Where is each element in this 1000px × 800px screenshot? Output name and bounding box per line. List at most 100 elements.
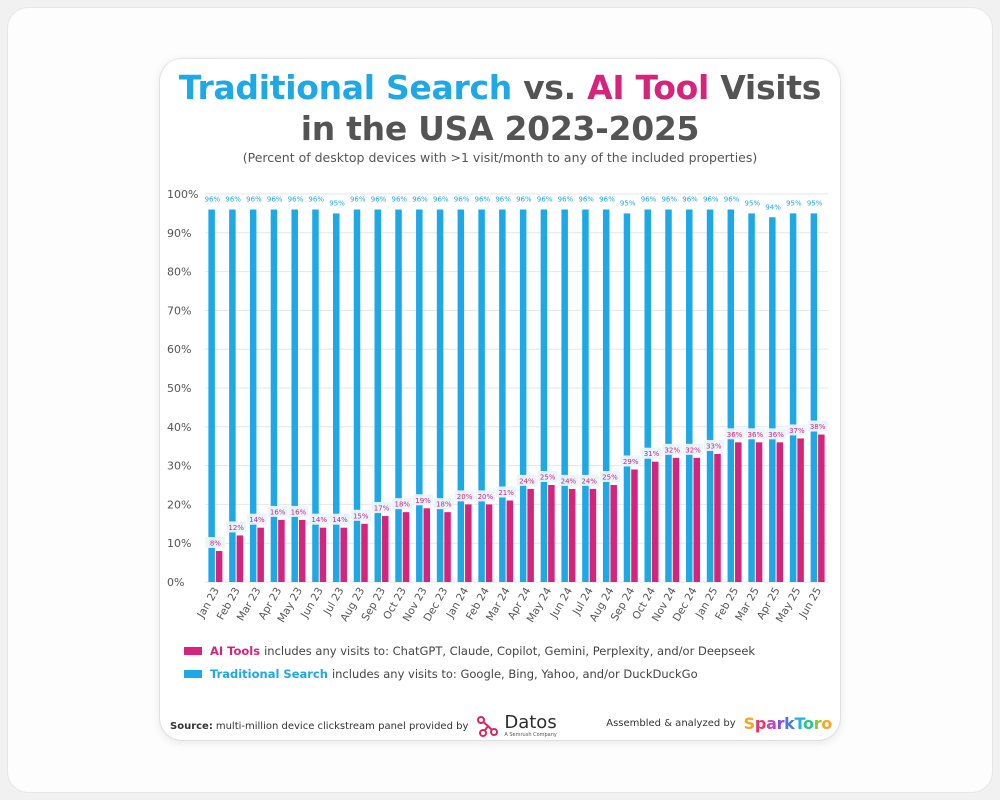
ai-data-label-box [309, 513, 330, 525]
ai-data-label-box [454, 490, 475, 502]
traditional-data-label: 96% [350, 196, 366, 204]
ai-bar [215, 550, 223, 582]
ai-bar [672, 457, 680, 582]
ai-bar [298, 519, 306, 582]
ai-data-label: 36% [768, 431, 784, 439]
ai-bar [319, 527, 327, 582]
ai-bar [714, 453, 721, 582]
ai-bar [631, 469, 638, 582]
title-line-2: in the USA 2023-2025 [300, 109, 700, 148]
ai-data-label: 16% [270, 508, 286, 516]
ai-data-label-box [288, 505, 309, 517]
ai-bar [236, 535, 244, 582]
traditional-bar [582, 209, 589, 582]
ai-data-label: 24% [561, 477, 577, 485]
ai-data-label-box [413, 494, 434, 506]
datos-logo: Datos A Semrush Company [476, 714, 557, 738]
traditional-bar [748, 213, 755, 582]
ai-bar [527, 488, 534, 582]
ai-data-label-box [558, 474, 579, 486]
ai-data-label-box [786, 424, 807, 436]
title-ai-tool: AI Tool [587, 68, 710, 107]
traditional-data-label: 95% [807, 199, 823, 207]
ai-bar [423, 508, 431, 582]
ai-data-label: 37% [789, 427, 805, 435]
sparktoro-logo: SparkToro [743, 714, 833, 733]
traditional-bar [810, 213, 818, 582]
ai-data-label-box [475, 490, 496, 502]
y-tick-label: 60% [167, 343, 191, 356]
y-tick-label: 70% [167, 304, 191, 317]
legend-traditional-swatch [184, 670, 202, 678]
ai-bar [755, 442, 763, 582]
ai-data-label: 20% [457, 493, 473, 501]
sparktoro-letter: o [803, 714, 814, 733]
ai-data-label: 14% [249, 516, 265, 524]
sparktoro-letter: p [754, 714, 767, 733]
traditional-data-label: 96% [495, 196, 511, 204]
traditional-bar [686, 209, 693, 582]
analysis-credit: Assembled & analyzed by SparkToro [606, 714, 832, 733]
legend-ai-swatch [184, 647, 202, 655]
traditional-data-label: 96% [246, 196, 262, 204]
ai-data-label: 24% [581, 477, 597, 485]
ai-data-label-box [807, 420, 828, 432]
sparktoro-letter: S [743, 714, 756, 733]
traditional-data-label: 95% [786, 199, 802, 207]
y-tick-label: 10% [167, 537, 191, 550]
ai-data-label: 12% [228, 524, 244, 532]
ai-data-label: 24% [519, 477, 535, 485]
sparktoro-letter: r [813, 714, 822, 733]
traditional-data-label: 96% [412, 196, 428, 204]
traditional-data-label: 95% [620, 199, 636, 207]
ai-data-label: 20% [478, 493, 494, 501]
ai-data-label-box [329, 513, 350, 525]
traditional-bar [353, 209, 361, 582]
y-tick-label: 100% [167, 188, 198, 201]
chart-title: Traditional Search vs. AI Tool Visits in… [160, 67, 840, 149]
traditional-data-label: 96% [392, 196, 408, 204]
traditional-bar [519, 209, 527, 582]
traditional-data-label: 95% [745, 199, 761, 207]
traditional-bar [727, 209, 735, 582]
ai-data-label: 14% [332, 516, 348, 524]
legend-ai-tools: AI Tools includes any visits to: ChatGPT… [184, 644, 755, 658]
legend-traditional-search: Traditional Search includes any visits t… [184, 667, 698, 681]
traditional-data-label: 96% [703, 196, 719, 204]
ai-bar [340, 527, 347, 582]
sparktoro-letter: r [776, 714, 785, 733]
traditional-bar [312, 209, 319, 582]
sparktoro-letter: o [821, 714, 832, 733]
ai-data-label: 29% [623, 458, 639, 466]
ai-bar [651, 461, 659, 582]
ai-data-label-box [350, 509, 371, 521]
legend-traditional-desc: includes any visits to: Google, Bing, Ya… [331, 667, 698, 681]
ai-bar [797, 438, 804, 582]
traditional-data-label: 96% [558, 196, 574, 204]
chart-card: Traditional Search vs. AI Tool Visits in… [160, 59, 840, 740]
ai-data-label-box [267, 505, 288, 517]
ai-data-label-box [683, 443, 704, 455]
ai-data-label-box [205, 536, 226, 548]
traditional-bar [416, 209, 423, 582]
ai-data-label-box [392, 498, 413, 510]
traditional-data-label: 96% [433, 196, 449, 204]
ai-data-label-box [724, 428, 745, 440]
traditional-data-label: 95% [329, 199, 345, 207]
ai-bar [402, 512, 410, 582]
ai-bar [257, 527, 264, 582]
datos-tagline: A Semrush Company [504, 732, 557, 738]
ai-data-label: 36% [748, 431, 764, 439]
traditional-data-label: 96% [578, 196, 594, 204]
ai-data-label: 33% [706, 442, 722, 450]
sparktoro-letter: k [784, 714, 795, 733]
y-tick-label: 30% [167, 460, 191, 473]
traditional-bar [769, 217, 776, 582]
traditional-bar [706, 209, 714, 582]
ai-bar [382, 516, 389, 582]
ai-bar [485, 504, 493, 582]
traditional-bar [270, 209, 278, 582]
traditional-data-label: 96% [308, 196, 324, 204]
ai-bar [444, 512, 451, 582]
legend-traditional-name: Traditional Search [210, 667, 328, 681]
